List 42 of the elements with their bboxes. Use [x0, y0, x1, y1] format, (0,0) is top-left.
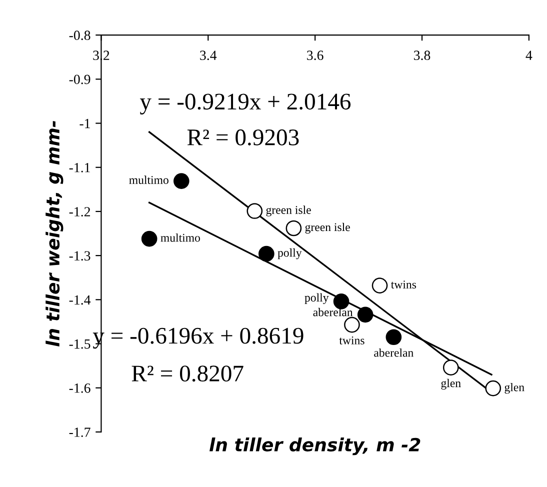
annotation: aberelan [374, 348, 414, 357]
annotation: green isle [305, 222, 350, 234]
point [442, 360, 459, 376]
annotation: polly [304, 293, 329, 304]
point [173, 173, 190, 189]
annotation: R² = 0.9203 [187, 129, 299, 146]
annotation: y = -0.9219x + 2.0146 [140, 94, 351, 114]
annotation: green isle [266, 206, 311, 216]
annotation: twins [390, 280, 416, 289]
annotation: glen [441, 378, 461, 390]
y-tick-label: -1.2 [69, 207, 90, 216]
x-axis-title: ln tiller density, m -2 [210, 438, 420, 456]
y-tick-label: -0.9 [69, 74, 90, 84]
y-tick-label: -1.5 [69, 339, 90, 349]
point [386, 329, 402, 346]
point [357, 306, 374, 323]
annotation: glen [504, 382, 524, 394]
y-tick-label: -1.7 [69, 428, 90, 437]
y-tick-label: -1.1 [69, 163, 90, 172]
x-tick-label: 3.4 [200, 50, 217, 60]
y-tick-label: -1.4 [69, 295, 91, 305]
annotation: multimo [160, 233, 200, 242]
annotation: multimo [129, 176, 168, 184]
y-tick-label: -1.3 [69, 251, 90, 261]
annotation: aberelan [313, 308, 353, 316]
point [286, 220, 302, 236]
annotation: R² = 0.8207 [132, 366, 244, 382]
y-tick-label: -0.8 [69, 30, 90, 40]
point [485, 380, 502, 396]
y-axis-title: ln tiller weight, g mm- [46, 121, 64, 346]
annotation: twins [339, 336, 364, 344]
y-tick-label: -1.6 [69, 383, 90, 393]
x-tick-label: 3.6 [307, 50, 324, 60]
point [258, 246, 274, 262]
annotation: polly [278, 248, 302, 260]
x-tick-label: 3.8 [414, 50, 430, 60]
y-tick-label: -1 [80, 118, 90, 128]
point [141, 230, 158, 247]
point [372, 278, 388, 294]
point [246, 203, 263, 219]
x-tick-label: 4 [526, 50, 532, 60]
point [344, 316, 360, 333]
